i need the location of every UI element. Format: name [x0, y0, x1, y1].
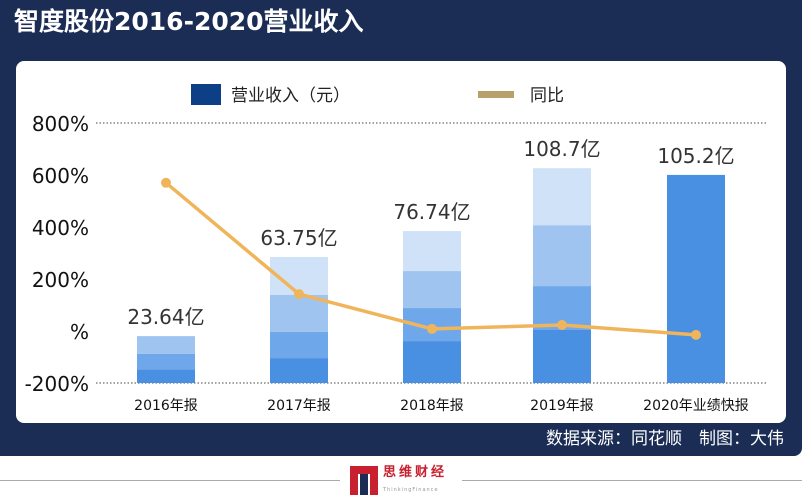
yoy-point [691, 329, 701, 340]
legend-swatch-revenue [191, 84, 221, 105]
bar-value-label: 23.64亿 [127, 305, 204, 329]
y-tick-label: 800% [32, 112, 89, 136]
chart: 营业收入（元） 同比 800% 600% 400% 200%% -200% 23.64亿… [25, 84, 768, 414]
source-caption: 数据来源：同花顺 制图：大伟 [546, 429, 784, 449]
y-tick-label: -200% [25, 372, 89, 396]
logo-subtitle: ThinkingFinance [383, 487, 439, 493]
bar-segment [403, 231, 461, 272]
y-tick-label: 600% [32, 164, 89, 188]
yoy-point [294, 289, 304, 300]
bar-segment [137, 336, 195, 354]
bar-segment [533, 329, 591, 383]
bar-segment [270, 358, 328, 383]
x-tick-label: 2020年业绩快报 [643, 398, 749, 414]
bar-segment [403, 271, 461, 309]
bar-segment [533, 168, 591, 226]
legend-swatch-yoy [478, 91, 514, 98]
bar-value-label: 76.74亿 [393, 200, 470, 224]
bar-segment [137, 369, 195, 383]
logo-mark-icon [350, 466, 378, 495]
bar-segment [270, 294, 328, 332]
x-tick-label: 2018年报 [400, 398, 464, 414]
legend-label-revenue: 营业收入（元） [231, 86, 350, 106]
bar-segment [533, 225, 591, 287]
x-tick-label: 2019年报 [530, 398, 594, 414]
bar-value-label: 63.75亿 [260, 226, 337, 250]
legend-label-yoy: 同比 [530, 86, 564, 106]
x-tick-label: 2016年报 [134, 398, 198, 414]
bar-segment [137, 353, 195, 370]
bar-value-label: 108.7亿 [523, 137, 600, 161]
yoy-point [161, 177, 171, 188]
y-tick-label: 200% [32, 268, 89, 292]
y-tick-label: 400% [32, 216, 89, 240]
divider-right [462, 480, 802, 481]
logo: 思维财经 ThinkingFinance [350, 466, 510, 495]
yoy-point [557, 320, 567, 331]
y-tick-label: % [70, 320, 89, 344]
divider-left [0, 480, 340, 481]
chart-title: 智度股份2016-2020营业收入 [14, 7, 364, 36]
bar-segment [667, 174, 725, 383]
bar-value-label: 105.2亿 [657, 144, 734, 168]
legend: 营业收入（元） 同比 [191, 84, 564, 106]
bar-segment [270, 331, 328, 359]
x-tick-label: 2017年报 [267, 398, 331, 414]
bar-segment [403, 341, 461, 383]
yoy-point [427, 323, 437, 334]
logo-text: 思维财经 [383, 465, 448, 480]
